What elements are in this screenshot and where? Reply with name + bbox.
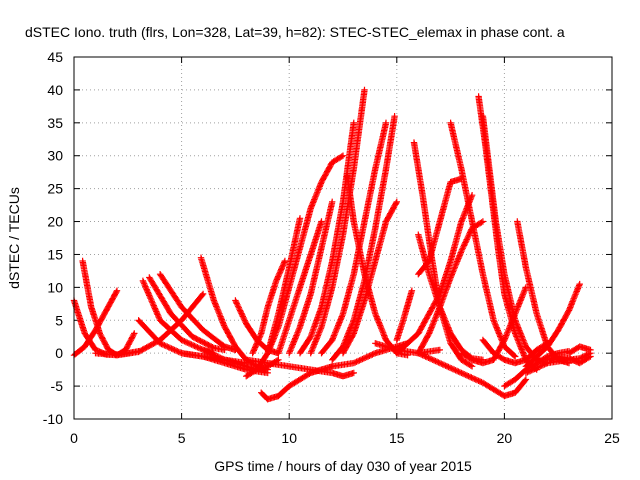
y-tick-label: -10 [43, 411, 63, 427]
plus-markers [479, 113, 551, 367]
plus-markers [393, 287, 416, 344]
plus-markers [522, 280, 583, 370]
series-track [92, 290, 207, 359]
series-track [479, 336, 551, 367]
plus-markers [197, 254, 271, 373]
plus-markers [249, 257, 289, 357]
x-tick-label: 0 [70, 430, 78, 446]
y-axis-label: dSTEC / TECUs [6, 187, 22, 289]
series-track [249, 257, 289, 357]
x-tick-label: 25 [604, 430, 620, 446]
plus-markers [544, 353, 594, 367]
x-tick-label: 20 [497, 430, 513, 446]
plus-markers [410, 139, 476, 370]
plus-markers [479, 336, 551, 367]
series-track [146, 274, 228, 354]
plus-markers [243, 152, 347, 380]
plus-markers [393, 192, 476, 357]
series-marks [70, 86, 594, 403]
series-track [393, 287, 416, 344]
series-track [458, 284, 530, 367]
y-tick-label: 10 [47, 279, 63, 295]
x-tick-label: 15 [389, 430, 405, 446]
plus-markers [415, 175, 465, 278]
plus-markers [415, 350, 530, 400]
axis-ticks: 0 5 10 15 20 25 -10 -5 0 5 10 15 20 25 30 35 40 45 [43, 49, 620, 446]
y-tick-label: 35 [47, 115, 63, 131]
plus-markers [275, 218, 325, 357]
series-track [544, 353, 594, 367]
plus-markers [243, 356, 357, 380]
series-track [447, 119, 519, 360]
series-track [307, 86, 368, 357]
y-tick-label: 20 [47, 214, 63, 230]
y-tick-label: 30 [47, 148, 63, 164]
series-track [393, 192, 476, 357]
plus-markers [501, 348, 573, 390]
series-track [264, 215, 304, 357]
y-tick-label: 15 [47, 246, 63, 262]
y-tick-label: 45 [47, 49, 63, 65]
series-track [415, 350, 530, 400]
y-tick-label: 0 [55, 345, 63, 361]
plus-markers [146, 274, 228, 354]
y-tick-label: 25 [47, 181, 63, 197]
series-track [296, 119, 357, 357]
plus-markers [458, 284, 530, 367]
series-track [275, 218, 325, 357]
x-tick-label: 10 [281, 430, 297, 446]
x-tick-label: 5 [178, 430, 186, 446]
x-axis-label: GPS time / hours of day 030 of year 2015 [214, 458, 472, 474]
plus-markers [565, 343, 594, 357]
series-track [479, 113, 551, 367]
series-track [156, 271, 239, 354]
plus-markers [264, 215, 304, 357]
plus-markers [92, 290, 207, 359]
series-track [197, 254, 271, 373]
series-track [415, 175, 465, 278]
y-tick-label: -5 [51, 378, 64, 394]
y-tick-label: 5 [55, 312, 63, 328]
plus-markers [156, 271, 239, 354]
plot-frame [73, 56, 613, 420]
series-track [243, 356, 357, 380]
series-track [522, 280, 583, 370]
y-tick-label: 40 [47, 82, 63, 98]
series-track [565, 343, 594, 357]
plus-markers [447, 119, 519, 360]
series-track [410, 139, 476, 370]
chart-title: dSTEC Iono. truth (flrs, Lon=328, Lat=39… [25, 24, 565, 40]
plus-markers [286, 198, 336, 357]
series-track [501, 348, 573, 390]
series-track [243, 152, 347, 380]
series-track [286, 198, 336, 357]
plus-markers [296, 119, 357, 357]
plus-markers [307, 86, 368, 357]
